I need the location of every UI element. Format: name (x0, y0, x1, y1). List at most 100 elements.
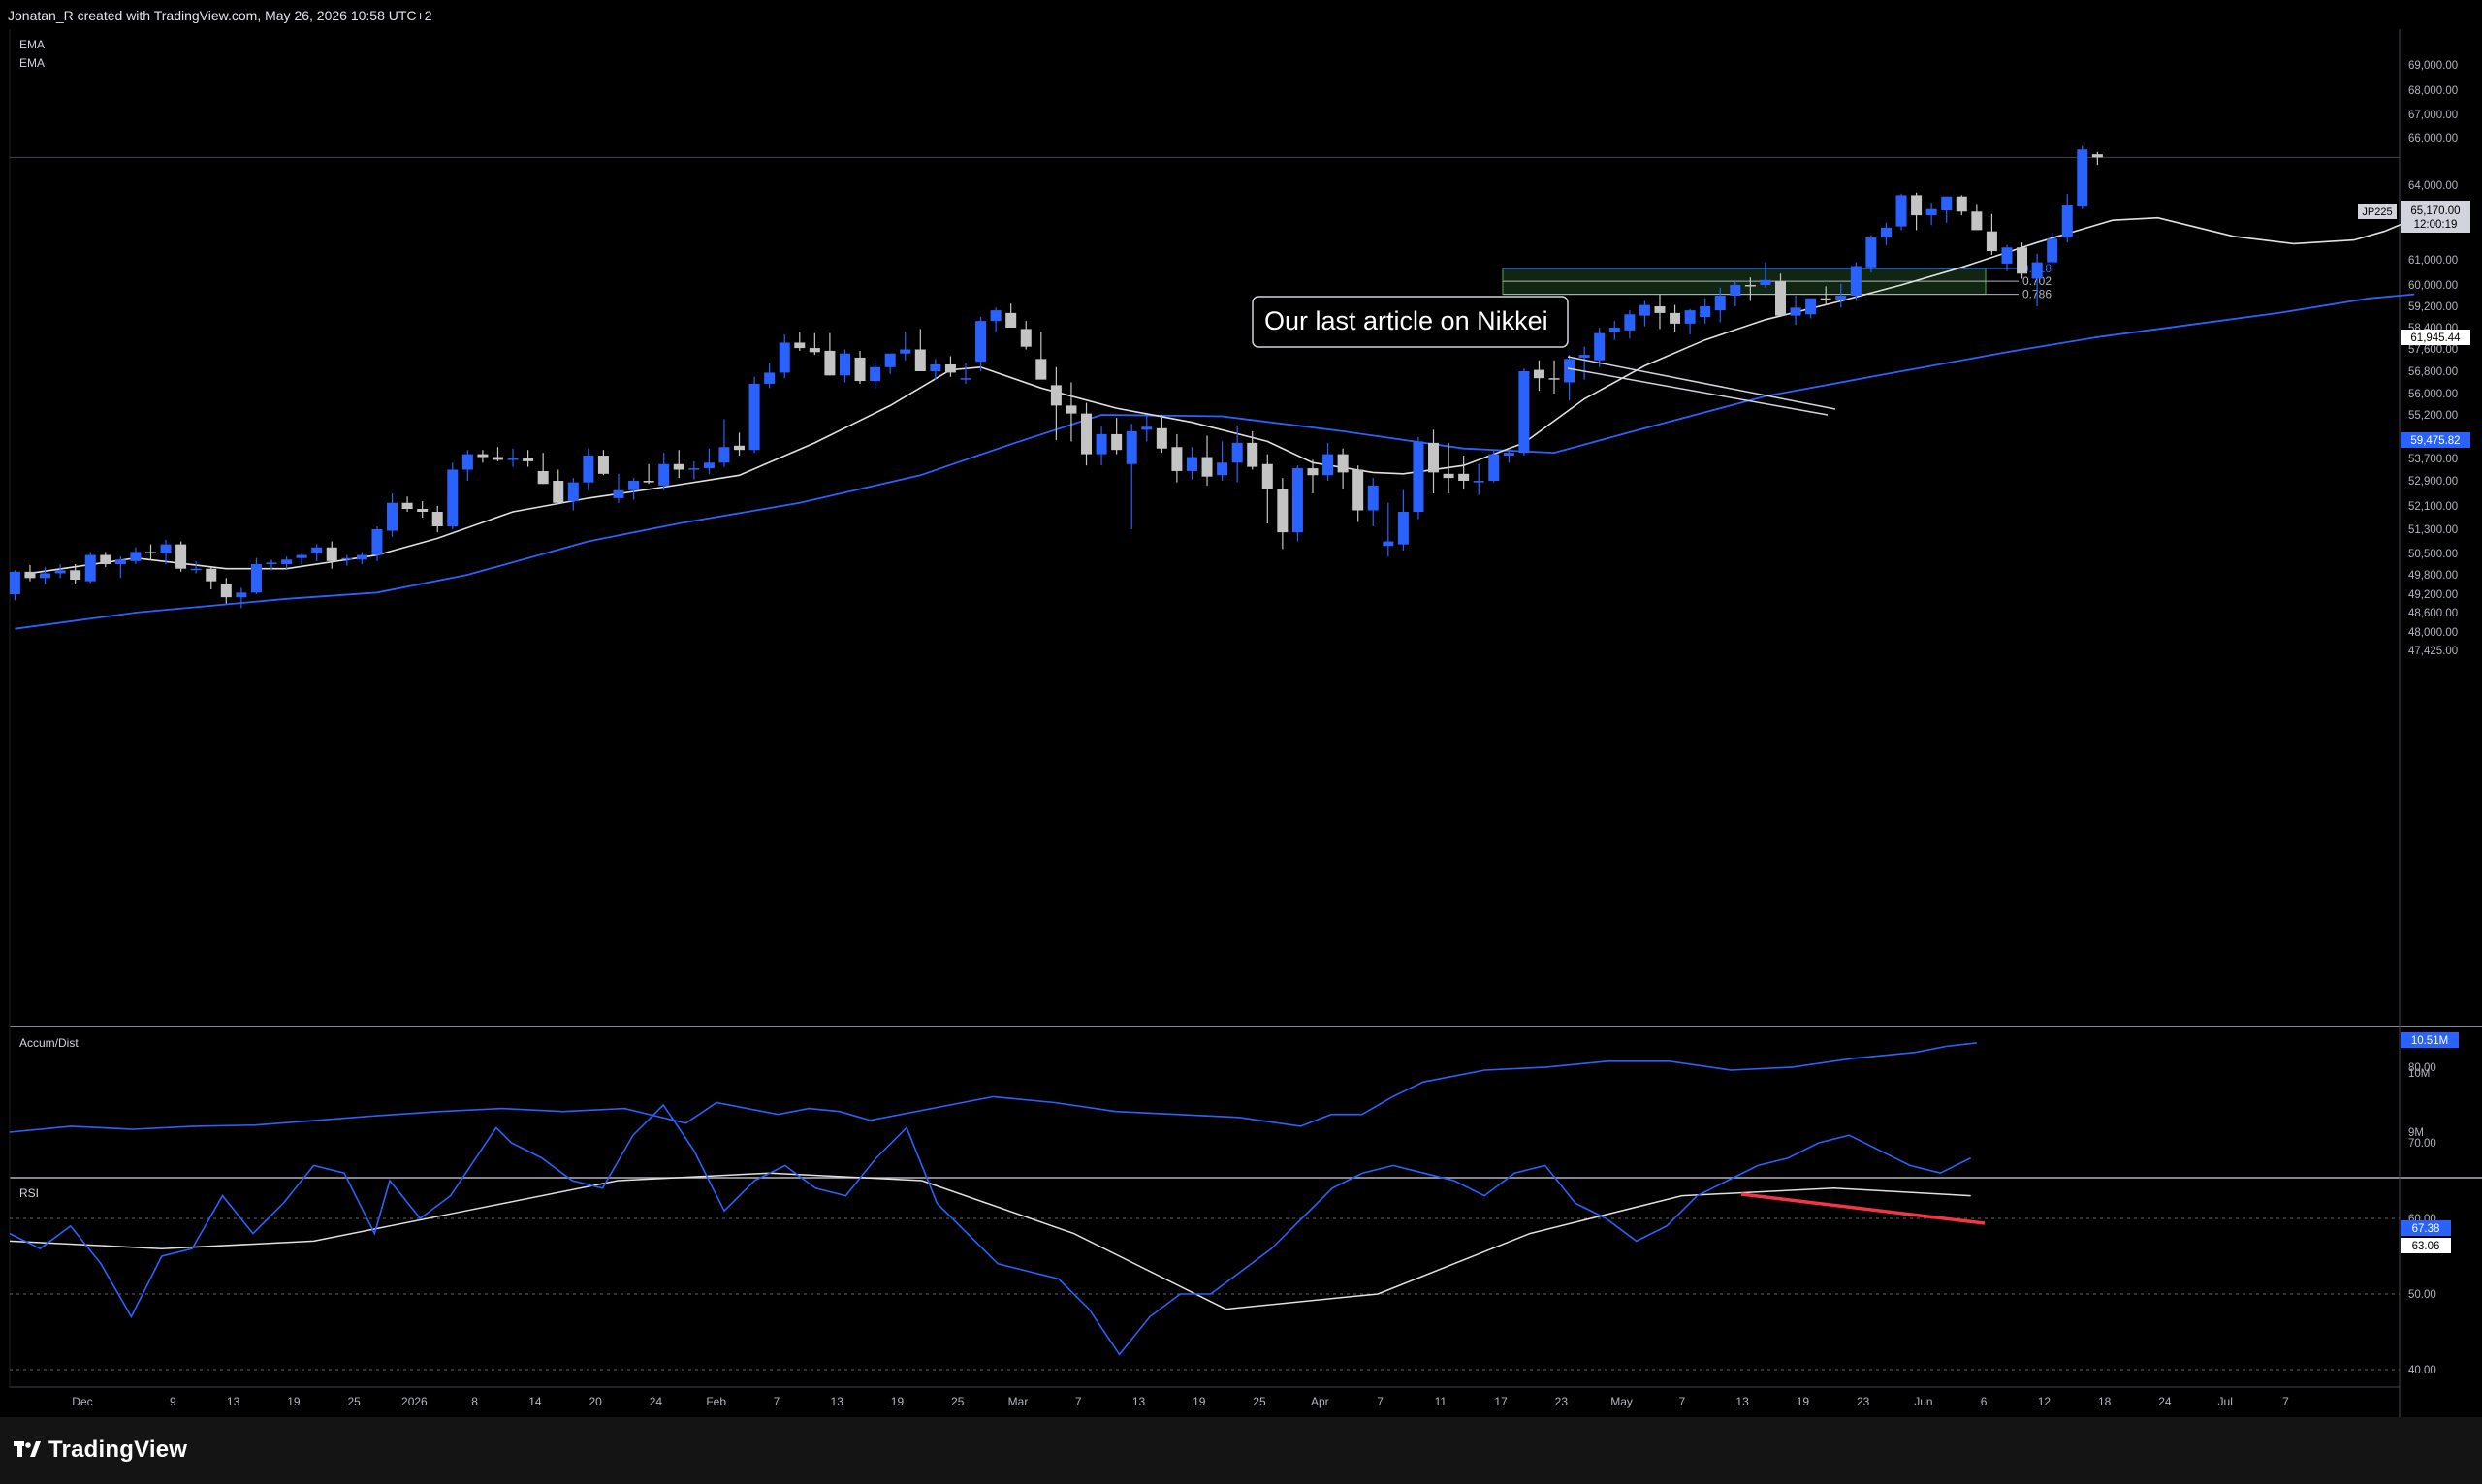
candle (326, 541, 337, 569)
candle (9, 570, 20, 601)
svg-text:61,945.44: 61,945.44 (2410, 332, 2461, 344)
candle (1020, 321, 1032, 350)
candle (1231, 425, 1243, 483)
svg-text:59,475.82: 59,475.82 (2410, 435, 2460, 447)
candle (1925, 203, 1937, 226)
candle (870, 360, 881, 389)
ema-label-1[interactable]: EMA (19, 38, 45, 51)
price-tick-label: 52,100.00 (2408, 501, 2458, 513)
candle (477, 450, 489, 463)
date-tick-label: 17 (1494, 1395, 1508, 1408)
annotation-callout[interactable]: Our last article on Nikkei (1252, 296, 1836, 416)
price-tick-label: 68,000.00 (2408, 85, 2458, 97)
date-tick-label: Apr (1311, 1395, 1329, 1408)
candle (1503, 450, 1514, 463)
candle (930, 359, 941, 380)
ema-slow-badge: 59,475.82 (2401, 432, 2470, 448)
date-tick-label: 25 (951, 1395, 965, 1408)
rsi-divergence-trendline[interactable] (1740, 1192, 1986, 1225)
accdist-tick-label: 10M (2408, 1068, 2430, 1080)
candle (734, 432, 746, 457)
candle (1081, 402, 1093, 466)
ema-slow-line (15, 293, 2415, 630)
candle (2001, 244, 2013, 271)
date-tick-label: 19 (1797, 1395, 1810, 1408)
candle (114, 556, 126, 579)
svg-text:65,170.00: 65,170.00 (2410, 205, 2460, 217)
candle (356, 552, 367, 564)
rsi-label[interactable]: RSI (19, 1186, 39, 1200)
candle (914, 329, 926, 371)
candle (1291, 465, 1303, 542)
ema-label-2[interactable]: EMA (19, 56, 45, 70)
candle (461, 450, 473, 481)
candle (1700, 298, 1711, 324)
candle (809, 332, 820, 356)
date-tick-label: 13 (1132, 1395, 1146, 1408)
candle (311, 544, 323, 561)
date-tick-label: 23 (1555, 1395, 1569, 1408)
candle (960, 363, 971, 384)
candle (1397, 489, 1409, 551)
candle (1035, 332, 1047, 380)
accdist-series (9, 1042, 1977, 1133)
candle (944, 356, 956, 377)
candle (1760, 262, 1771, 288)
candle (839, 349, 850, 383)
date-tick-label: 11 (1435, 1395, 1448, 1408)
candle (236, 587, 247, 609)
candle (1850, 262, 1862, 301)
date-tick-label: 19 (1193, 1395, 1206, 1408)
date-tick-label: Jun (1914, 1395, 1932, 1408)
candle (1911, 192, 1923, 231)
candle (54, 564, 66, 579)
accdist-label[interactable]: Accum/Dist (19, 1036, 79, 1050)
candle (2031, 253, 2043, 306)
date-tick-label: 7 (1075, 1395, 1082, 1408)
candle (2047, 232, 2058, 266)
candle (100, 552, 111, 568)
price-tick-label: 57,600.00 (2408, 344, 2458, 356)
candle (673, 450, 684, 479)
candle (583, 448, 594, 490)
candle (1880, 222, 1892, 245)
candle (1367, 478, 1379, 526)
candle (1307, 459, 1319, 493)
date-tick-label: 7 (774, 1395, 780, 1408)
date-tick-label: 7 (1679, 1395, 1686, 1408)
date-tick-label: 9 (170, 1395, 176, 1408)
candle (764, 363, 776, 389)
candle (1608, 321, 1620, 340)
candle (1111, 418, 1123, 455)
candle (266, 559, 277, 571)
date-tick-label: Mar (1008, 1395, 1029, 1408)
date-axis-ticks: Dec 9 13 19 25 2026 8 14 20 24 Feb 7 13 19 25 Mar 7 13 19 2… (72, 1395, 2289, 1408)
candle (628, 478, 640, 500)
date-tick-label: 18 (2098, 1395, 2112, 1408)
candle (2077, 145, 2088, 209)
rsi-series (9, 1103, 1972, 1356)
accdist-axis-ticks: 10M 9M (2408, 1068, 2430, 1139)
rsi-lines (9, 1103, 1972, 1356)
last-price-badge: 65,170.00 12:00:19 (2401, 201, 2470, 233)
date-tick-label: 19 (891, 1395, 905, 1408)
date-tick-label: 19 (287, 1395, 301, 1408)
annotation-text: Our last article on Nikkei (1264, 306, 1548, 335)
candle (144, 544, 156, 560)
candle (523, 450, 534, 467)
candle (296, 553, 307, 564)
date-tick-label: 8 (471, 1395, 478, 1408)
tradingview-logo[interactable]: TradingView (14, 1437, 187, 1464)
price-tick-label: 49,800.00 (2408, 570, 2458, 582)
candle (1518, 368, 1530, 457)
candle (1322, 442, 1334, 481)
date-tick-label: 13 (227, 1395, 240, 1408)
accdist-line (9, 1042, 1977, 1133)
accdist-badge: 10.51M (2401, 1032, 2459, 1048)
annotation-pointer-lower (1567, 367, 1829, 416)
date-tick-label: 2026 (401, 1395, 428, 1408)
price-tick-label: 66,000.00 (2408, 133, 2458, 144)
candle (1986, 213, 1997, 255)
